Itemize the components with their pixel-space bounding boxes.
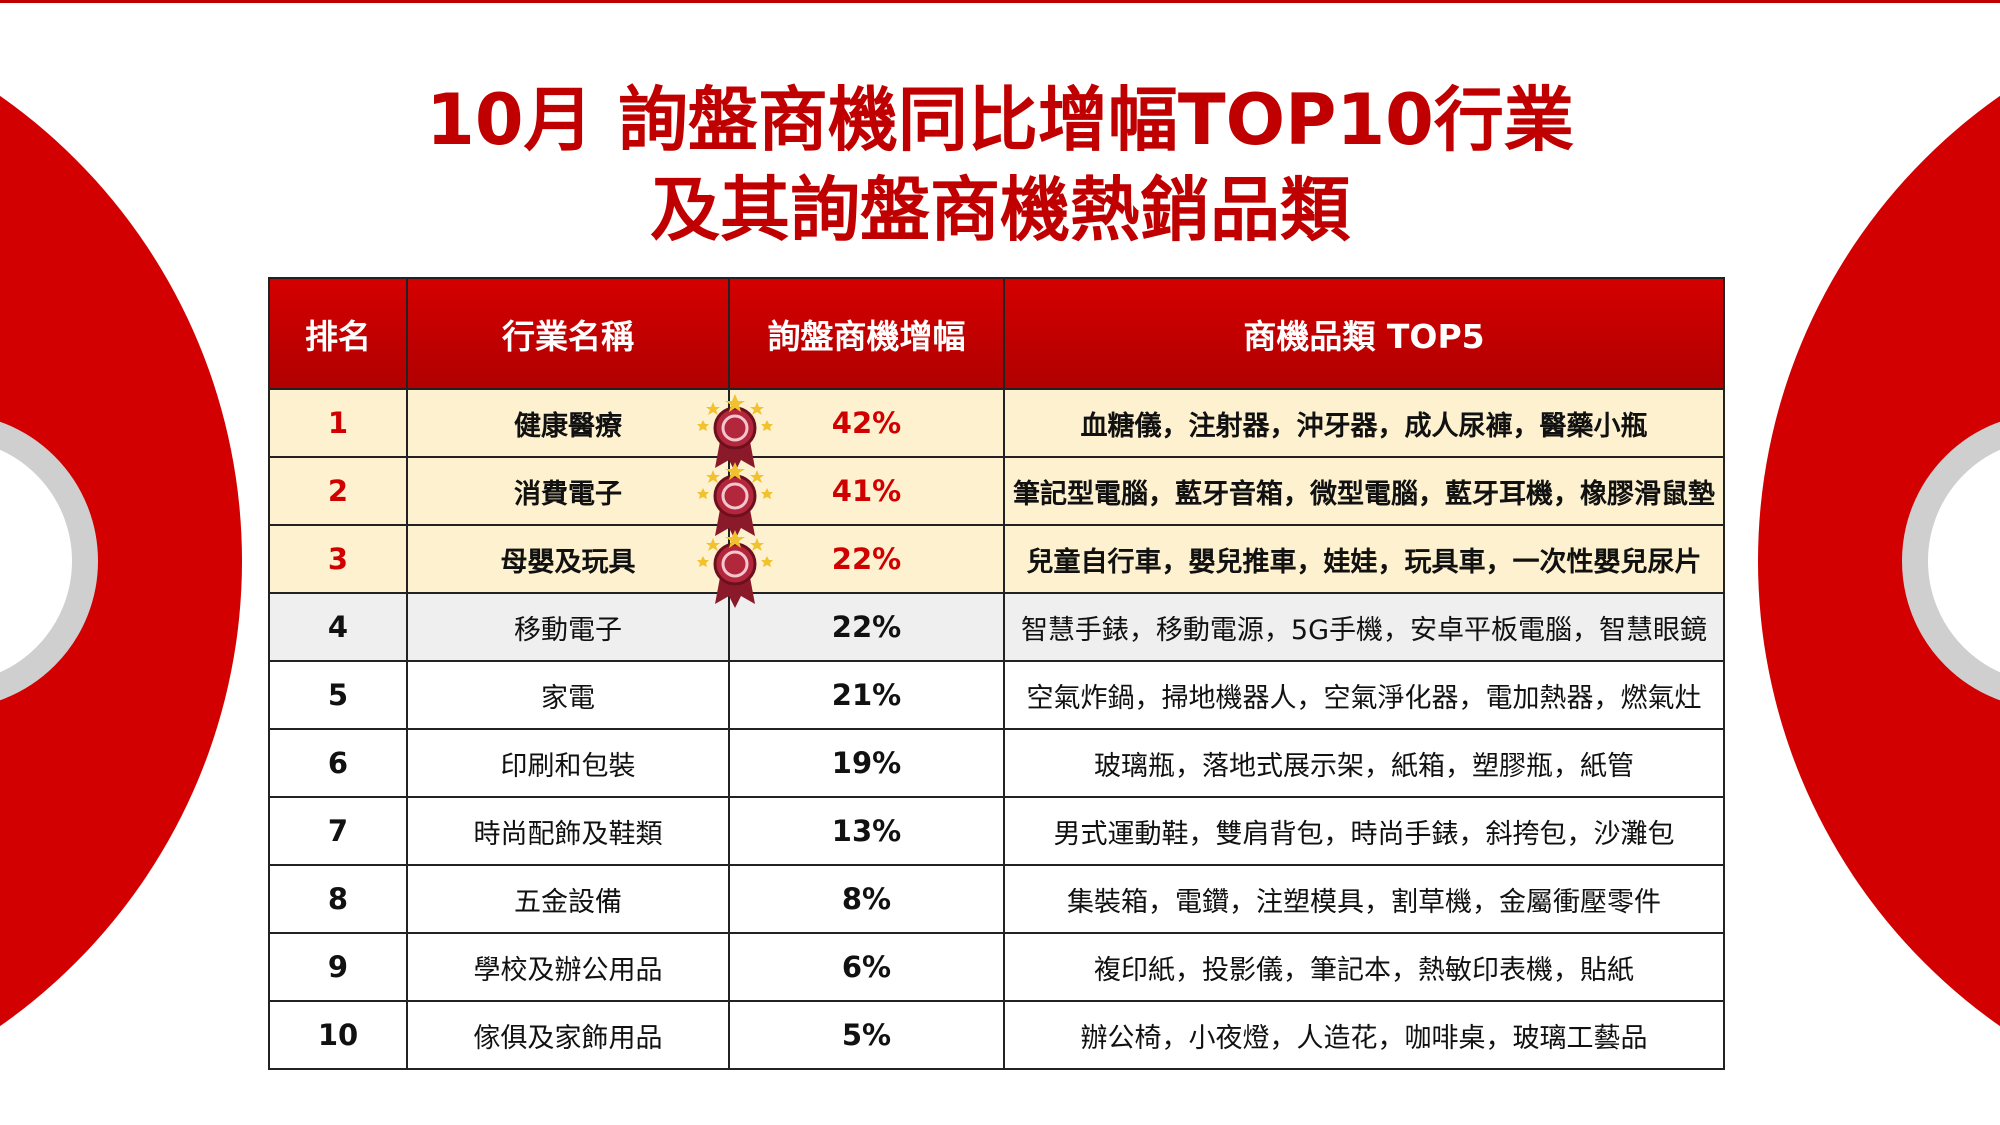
table-cell: 複印紙，投影儀，筆記本，熱敏印表機，貼紙 bbox=[1003, 932, 1725, 1002]
table-cell: 五金設備 bbox=[406, 864, 730, 934]
table-cell: 家電 bbox=[406, 660, 730, 730]
left-circle bbox=[0, 95, 242, 1027]
table-cell: 22% bbox=[728, 524, 1005, 594]
table-cell: 13% bbox=[728, 796, 1005, 866]
table-row: 10 傢俱及家飾用品 5% 辦公椅，小夜燈，人造花，咖啡桌，玻璃工藝品 bbox=[268, 1000, 1725, 1070]
table-cell: 兒童自行車，嬰兒推車，娃娃，玩具車，一次性嬰兒尿片 bbox=[1003, 524, 1725, 594]
table-cell: 8% bbox=[728, 864, 1005, 934]
table-cell: 智慧手錶，移動電源，5G手機，安卓平板電腦，智慧眼鏡 bbox=[1003, 592, 1725, 662]
table-cell: 學校及辦公用品 bbox=[406, 932, 730, 1002]
table-cell: 7 bbox=[268, 796, 408, 866]
table-cell: 男式運動鞋，雙肩背包，時尚手錶，斜挎包，沙灘包 bbox=[1003, 796, 1725, 866]
table-cell: 9 bbox=[268, 932, 408, 1002]
table-cell: 21% bbox=[728, 660, 1005, 730]
header-cell: 詢盤商機增幅 bbox=[728, 277, 1005, 390]
table-cell: 筆記型電腦，藍牙音箱，微型電腦，藍牙耳機，橡膠滑鼠墊 bbox=[1003, 456, 1725, 526]
right-ring bbox=[1902, 421, 2000, 701]
table-row: 8 五金設備 8% 集裝箱，電鑽，注塑模具，割草機，金屬衝壓零件 bbox=[268, 864, 1725, 934]
table-cell: 3 bbox=[268, 524, 408, 594]
table-cell: 22% bbox=[728, 592, 1005, 662]
table-row: 9 學校及辦公用品 6% 複印紙，投影儀，筆記本，熱敏印表機，貼紙 bbox=[268, 932, 1725, 1002]
table-cell: 血糖儀，注射器，沖牙器，成人尿褲，醫藥小瓶 bbox=[1003, 388, 1725, 458]
table-row: 3 母嬰及玩具 22% 兒童自行車，嬰兒推車，娃娃，玩具車，一次性嬰兒尿片 bbox=[268, 524, 1725, 594]
table-cell: 2 bbox=[268, 456, 408, 526]
table-cell: 印刷和包裝 bbox=[406, 728, 730, 798]
table-cell: 母嬰及玩具 bbox=[406, 524, 730, 594]
table-cell: 5 bbox=[268, 660, 408, 730]
table-row: 5 家電 21% 空氣炸鍋，掃地機器人，空氣淨化器，電加熱器，燃氣灶 bbox=[268, 660, 1725, 730]
header-cell: 行業名稱 bbox=[406, 277, 730, 390]
table-cell: 10 bbox=[268, 1000, 408, 1070]
table-cell: 空氣炸鍋，掃地機器人，空氣淨化器，電加熱器，燃氣灶 bbox=[1003, 660, 1725, 730]
title-line: 及其詢盤商機熱銷品類 bbox=[650, 169, 1350, 251]
table-row: 6 印刷和包裝 19% 玻璃瓶，落地式展示架，紙箱，塑膠瓶，紙管 bbox=[268, 728, 1725, 798]
header-cell: 排名 bbox=[268, 277, 408, 390]
table-cell: 42% bbox=[728, 388, 1005, 458]
table-cell: 4 bbox=[268, 592, 408, 662]
table-row: 1 健康醫療 42% 血糖儀，注射器，沖牙器，成人尿褲，醫藥小瓶 bbox=[268, 388, 1725, 458]
table-cell: 6 bbox=[268, 728, 408, 798]
table-cell: 消費電子 bbox=[406, 456, 730, 526]
table-cell: 41% bbox=[728, 456, 1005, 526]
table-row: 2 消費電子 41% 筆記型電腦，藍牙音箱，微型電腦，藍牙耳機，橡膠滑鼠墊 bbox=[268, 456, 1725, 526]
table-cell: 移動電子 bbox=[406, 592, 730, 662]
table-cell: 集裝箱，電鑽，注塑模具，割草機，金屬衝壓零件 bbox=[1003, 864, 1725, 934]
table-cell: 傢俱及家飾用品 bbox=[406, 1000, 730, 1070]
header-cell: 商機品類 TOP5 bbox=[1003, 277, 1725, 390]
table-row: 4 移動電子 22% 智慧手錶，移動電源，5G手機，安卓平板電腦，智慧眼鏡 bbox=[268, 592, 1725, 662]
title-line: 10月 詢盤商機同比增幅TOP10行業 bbox=[426, 79, 1574, 161]
header-row: 排名 行業名稱 詢盤商機增幅 商機品類 TOP5 bbox=[268, 277, 1725, 390]
table-cell: 6% bbox=[728, 932, 1005, 1002]
table-cell: 5% bbox=[728, 1000, 1005, 1070]
table-cell: 8 bbox=[268, 864, 408, 934]
table-cell: 辦公椅，小夜燈，人造花，咖啡桌，玻璃工藝品 bbox=[1003, 1000, 1725, 1070]
table-cell: 健康醫療 bbox=[406, 388, 730, 458]
left-ring bbox=[0, 421, 98, 701]
table-row: 7 時尚配飾及鞋類 13% 男式運動鞋，雙肩背包，時尚手錶，斜挎包，沙灘包 bbox=[268, 796, 1725, 866]
table-cell: 玻璃瓶，落地式展示架，紙箱，塑膠瓶，紙管 bbox=[1003, 728, 1725, 798]
table-cell: 時尚配飾及鞋類 bbox=[406, 796, 730, 866]
ranking-table: 排名 行業名稱 詢盤商機增幅 商機品類 TOP5 1 健康醫療 42% 血糖儀，注射器，沖牙… bbox=[268, 277, 1725, 1070]
right-circle bbox=[1758, 95, 2000, 1027]
table-cell: 19% bbox=[728, 728, 1005, 798]
top-line bbox=[0, 0, 2000, 3]
table-cell: 1 bbox=[268, 388, 408, 458]
